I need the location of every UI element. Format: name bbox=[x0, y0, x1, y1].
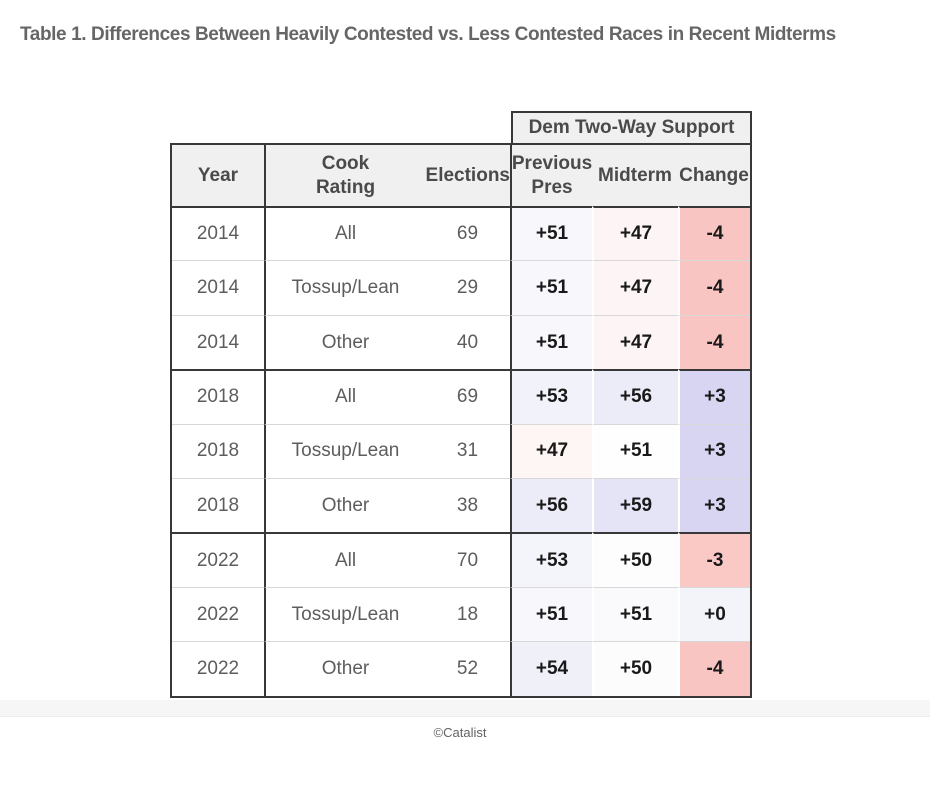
change-cell: +3 bbox=[678, 369, 750, 424]
elections-cell: 52 bbox=[425, 641, 510, 695]
col-header-midterm: Midterm bbox=[592, 145, 678, 206]
col-header-previous-pres: Previous Pres bbox=[510, 145, 592, 206]
elections-cell: 38 bbox=[425, 477, 510, 532]
previous-pres-cell: +51 bbox=[510, 586, 592, 642]
cook-rating-cell: All bbox=[264, 369, 425, 424]
previous-pres-cell: +53 bbox=[510, 369, 592, 424]
previous-pres-cell: +51 bbox=[510, 314, 592, 370]
change-cell: +3 bbox=[678, 477, 750, 533]
col-header-year: Year bbox=[172, 145, 264, 206]
figure-title: Table 1. Differences Between Heavily Con… bbox=[20, 24, 836, 45]
elections-cell: 69 bbox=[425, 369, 510, 423]
previous-pres-cell: +54 bbox=[510, 641, 592, 696]
previous-pres-cell: +53 bbox=[510, 532, 592, 587]
change-cell: +3 bbox=[678, 423, 750, 478]
elections-cell: 70 bbox=[425, 532, 510, 586]
midterm-cell: +47 bbox=[592, 206, 678, 261]
midterm-cell: +50 bbox=[592, 641, 678, 696]
col-header-elections: Elections bbox=[425, 145, 510, 206]
change-cell: -4 bbox=[678, 641, 750, 696]
midterm-cell: +51 bbox=[592, 423, 678, 478]
elections-cell: 31 bbox=[425, 423, 510, 478]
elections-cell: 18 bbox=[425, 586, 510, 641]
year-cell: 2018 bbox=[172, 369, 264, 423]
change-cell: -4 bbox=[678, 260, 750, 315]
col-header-cook-rating: Cook Rating bbox=[264, 145, 425, 206]
bottom-divider-band bbox=[0, 700, 930, 717]
cook-rating-cell: Other bbox=[264, 477, 425, 533]
change-cell: -4 bbox=[678, 314, 750, 370]
cook-rating-cell: All bbox=[264, 532, 425, 587]
span-header-dem-two-way-support: Dem Two-Way Support bbox=[511, 111, 752, 143]
col-header-change: Change bbox=[678, 145, 750, 206]
year-cell: 2022 bbox=[172, 532, 264, 586]
previous-pres-cell: +56 bbox=[510, 477, 592, 533]
year-cell: 2018 bbox=[172, 423, 264, 478]
year-cell: 2022 bbox=[172, 641, 264, 695]
cook-rating-cell: Other bbox=[264, 641, 425, 696]
year-cell: 2014 bbox=[172, 314, 264, 369]
cook-rating-cell: Tossup/Lean bbox=[264, 260, 425, 315]
midterm-cell: +47 bbox=[592, 260, 678, 315]
change-cell: -3 bbox=[678, 532, 750, 587]
elections-cell: 40 bbox=[425, 314, 510, 369]
elections-cell: 29 bbox=[425, 260, 510, 314]
midterm-cell: +47 bbox=[592, 314, 678, 370]
midterm-cell: +50 bbox=[592, 532, 678, 587]
year-cell: 2022 bbox=[172, 586, 264, 641]
cook-rating-cell: Other bbox=[264, 314, 425, 370]
table-grid: Year Cook Rating Elections Previous Pres… bbox=[170, 143, 752, 698]
year-cell: 2014 bbox=[172, 206, 264, 260]
previous-pres-cell: +51 bbox=[510, 206, 592, 261]
cook-rating-cell: Tossup/Lean bbox=[264, 586, 425, 642]
midterm-cell: +56 bbox=[592, 369, 678, 424]
midterm-cell: +59 bbox=[592, 477, 678, 533]
cook-rating-cell: Tossup/Lean bbox=[264, 423, 425, 478]
year-cell: 2018 bbox=[172, 477, 264, 532]
change-cell: -4 bbox=[678, 206, 750, 261]
previous-pres-cell: +51 bbox=[510, 260, 592, 315]
attribution-text: ©Catalist bbox=[433, 725, 487, 740]
cook-rating-cell: All bbox=[264, 206, 425, 261]
midterm-cell: +51 bbox=[592, 586, 678, 642]
elections-cell: 69 bbox=[425, 206, 510, 260]
previous-pres-cell: +47 bbox=[510, 423, 592, 478]
change-cell: +0 bbox=[678, 586, 750, 642]
year-cell: 2014 bbox=[172, 260, 264, 314]
